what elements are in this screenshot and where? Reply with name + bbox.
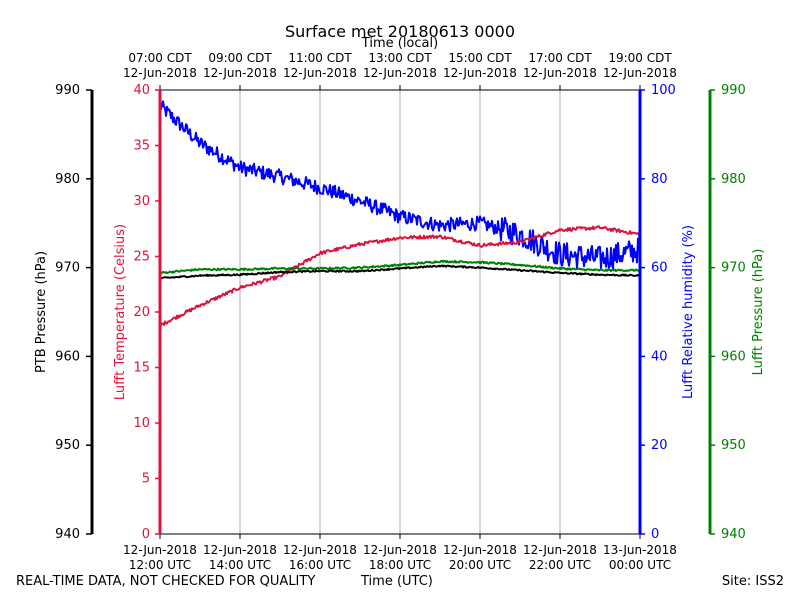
x-tick-label-local-date: 12-Jun-2018	[603, 66, 677, 80]
x-tick-label-local-date: 12-Jun-2018	[363, 66, 437, 80]
ptb_pressure-tick-label: 970	[55, 261, 80, 276]
x-tick-label-utc: 12:00 UTC	[129, 558, 191, 572]
x-tick-label-date: 12-Jun-2018	[203, 543, 277, 557]
lufft_pressure-tick-label: 960	[721, 349, 746, 364]
ptb-pressure-axis-label: PTB Pressure (hPa)	[34, 251, 49, 373]
humidity-tick-label: 100	[651, 83, 676, 98]
temperature-tick-label: 15	[133, 361, 150, 376]
humidity-tick-label: 40	[651, 349, 668, 364]
x-tick-label-local-date: 12-Jun-2018	[123, 66, 197, 80]
lufft-pressure-axis-label: Lufft Pressure (hPa)	[751, 249, 766, 376]
x-tick-label-date: 12-Jun-2018	[283, 543, 357, 557]
lufft_pressure-tick-label: 950	[721, 438, 746, 453]
x-tick-label-utc: 14:00 UTC	[209, 558, 271, 572]
x-tick-label-utc: 00:00 UTC	[609, 558, 671, 572]
temperature-tick-label: 10	[133, 416, 150, 431]
temperature-tick-label: 5	[142, 472, 150, 487]
x-tick-label-local: 11:00 CDT	[288, 51, 352, 65]
x-tick-label-local-date: 12-Jun-2018	[443, 66, 517, 80]
humidity-axis-label: Lufft Relative humidity (%)	[681, 225, 696, 399]
x-tick-label-date: 12-Jun-2018	[523, 543, 597, 557]
quality-disclaimer: REAL-TIME DATA, NOT CHECKED FOR QUALITY	[16, 574, 316, 589]
x-tick-label-local-date: 12-Jun-2018	[523, 66, 597, 80]
x-tick-label-local: 17:00 CDT	[528, 51, 592, 65]
x-tick-label-local: 13:00 CDT	[368, 51, 432, 65]
grid-lines	[159, 90, 641, 534]
temperature-tick-label: 40	[133, 83, 150, 98]
x-tick-label-local: 19:00 CDT	[608, 51, 672, 65]
humidity-tick-label: 80	[651, 172, 668, 187]
lufft_pressure-tick-label: 980	[721, 172, 746, 187]
humidity-tick-label: 60	[651, 261, 668, 276]
series-lines	[159, 100, 641, 326]
x-tick-label-utc: 16:00 UTC	[289, 558, 351, 572]
temperature-tick-label: 35	[133, 139, 150, 154]
x-tick-label-date: 12-Jun-2018	[363, 543, 437, 557]
x-tick-label-local: 15:00 CDT	[448, 51, 512, 65]
series-line-temperature	[159, 225, 641, 326]
series-line-humidity	[159, 100, 641, 270]
x-tick-label-local: 07:00 CDT	[128, 51, 192, 65]
temperature-axis-label: Lufft Temperature (Celsius)	[113, 224, 128, 400]
ptb_pressure-tick-label: 940	[55, 527, 80, 542]
humidity-tick-label: 0	[651, 527, 659, 542]
x-tick-label-date: 12-Jun-2018	[443, 543, 517, 557]
x-tick-label-local-date: 12-Jun-2018	[203, 66, 277, 80]
footer-time-label: Time (UTC)	[361, 574, 433, 589]
lufft_pressure-tick-label: 970	[721, 261, 746, 276]
series-line-lufft_pressure	[159, 259, 641, 275]
chart-title: Surface met 20180613 0000	[285, 22, 515, 41]
ptb_pressure-tick-label: 990	[55, 83, 80, 98]
lufft_pressure-tick-label: 990	[721, 83, 746, 98]
x-tick-label-utc: 22:00 UTC	[529, 558, 591, 572]
top-axis-label: Time (local)	[361, 36, 438, 51]
x-tick-label-utc: 20:00 UTC	[449, 558, 511, 572]
ptb_pressure-tick-label: 960	[55, 349, 80, 364]
site-label: Site: ISS2	[721, 574, 784, 589]
x-tick-label-date: 13-Jun-2018	[603, 543, 677, 557]
x-tick-label-local-date: 12-Jun-2018	[283, 66, 357, 80]
lufft_pressure-tick-label: 940	[721, 527, 746, 542]
ptb_pressure-tick-label: 980	[55, 172, 80, 187]
x-tick-label-utc: 18:00 UTC	[369, 558, 431, 572]
x-tick-label-local: 09:00 CDT	[208, 51, 272, 65]
temperature-tick-label: 20	[133, 305, 150, 320]
temperature-tick-label: 25	[133, 250, 150, 265]
series-line-ptb_pressure	[160, 264, 641, 280]
humidity-tick-label: 20	[651, 438, 668, 453]
temperature-tick-label: 30	[133, 194, 150, 209]
x-tick-label-date: 12-Jun-2018	[123, 543, 197, 557]
ptb_pressure-tick-label: 950	[55, 438, 80, 453]
temperature-tick-label: 0	[142, 527, 150, 542]
